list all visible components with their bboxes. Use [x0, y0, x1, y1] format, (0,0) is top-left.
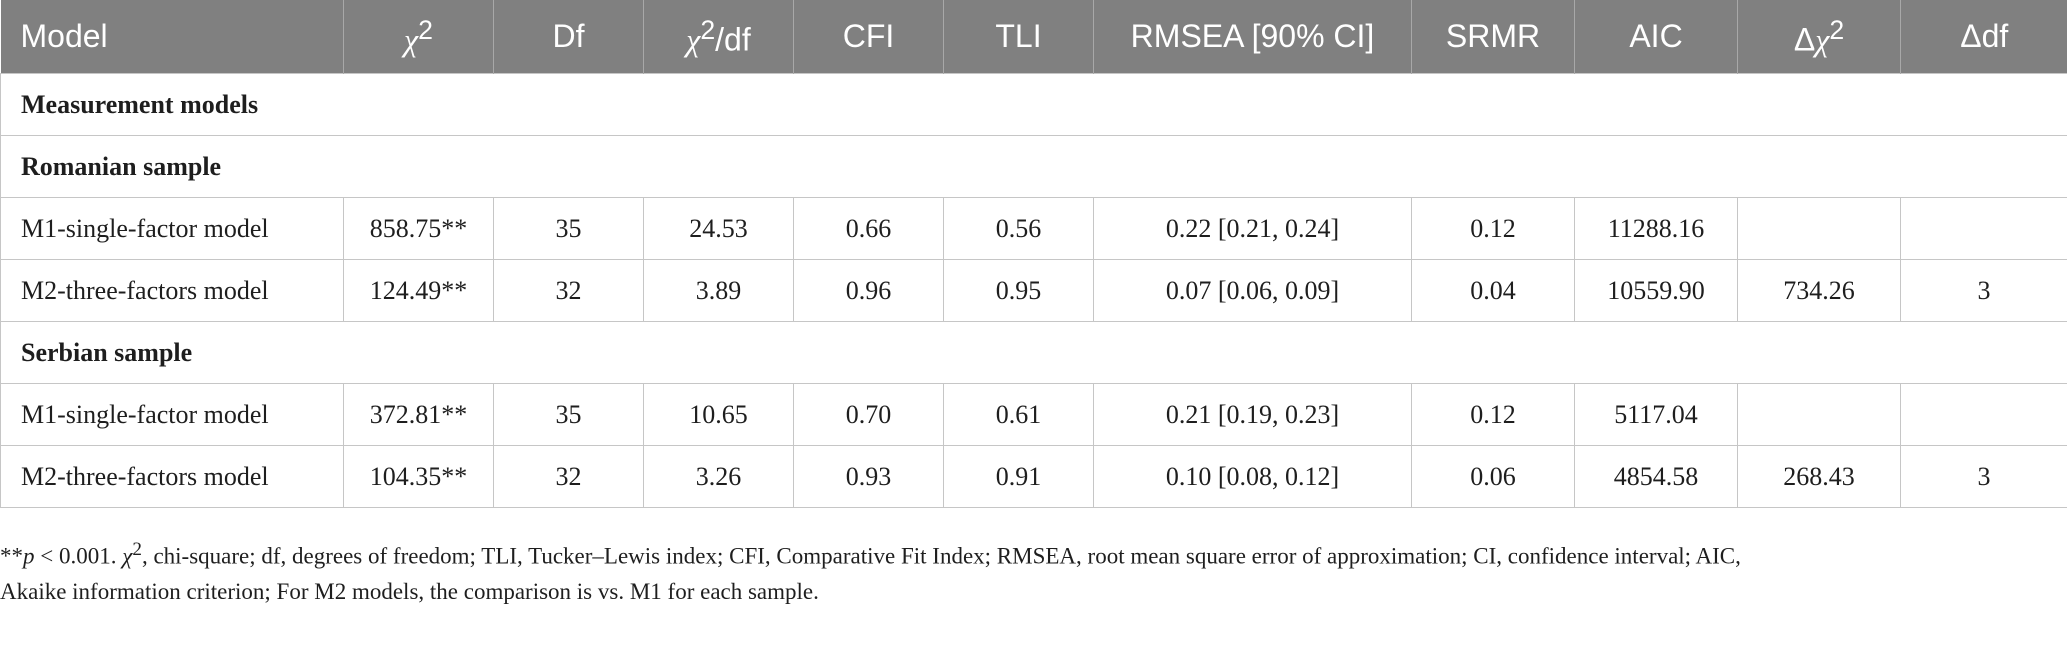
- cell-model: M1-single-factor model: [0, 197, 344, 260]
- section-label: Romanian sample: [0, 135, 2067, 198]
- cell-aic: 10559.90: [1574, 259, 1738, 322]
- table-row: M2-three-factors model 124.49** 32 3.89 …: [0, 259, 2067, 322]
- cell-delta-chi2: [1737, 383, 1901, 446]
- chi-sup: 2: [700, 14, 716, 45]
- cell-rmsea: 0.07 [0.06, 0.09]: [1093, 259, 1412, 322]
- header-row: Model χ2 Df χ2/df CFI TLI RMSEA [90% CI]…: [0, 0, 2067, 74]
- col-aic: AIC: [1574, 0, 1738, 74]
- cell-aic: 11288.16: [1574, 197, 1738, 260]
- cell-aic: 4854.58: [1574, 445, 1738, 508]
- cell-chi2: 858.75**: [343, 197, 494, 260]
- cell-delta-df: 3: [1900, 259, 2067, 322]
- section-row-serbian: Serbian sample: [0, 321, 2067, 384]
- fit-indices-table: Model χ2 Df χ2/df CFI TLI RMSEA [90% CI]…: [0, 0, 2067, 508]
- cell-chi2df: 3.89: [643, 259, 794, 322]
- cell-delta-df: 3: [1900, 445, 2067, 508]
- cell-model: M2-three-factors model: [0, 259, 344, 322]
- col-rmsea: RMSEA [90% CI]: [1093, 0, 1412, 74]
- cell-delta-df: [1900, 197, 2067, 260]
- cell-rmsea: 0.10 [0.08, 0.12]: [1093, 445, 1412, 508]
- footnote-line-1: **p < 0.001. χ2, chi-square; df, degrees…: [0, 532, 2040, 574]
- cell-delta-chi2: [1737, 197, 1901, 260]
- cell-chi2: 124.49**: [343, 259, 494, 322]
- footnote-text-1: , chi-square; df, degrees of freedom; TL…: [141, 543, 1741, 569]
- cell-tli: 0.61: [943, 383, 1094, 446]
- chi-symbol: χ: [1815, 21, 1830, 58]
- cell-cfi: 0.66: [793, 197, 944, 260]
- col-model: Model: [0, 0, 344, 74]
- chi-symbol: χ: [122, 543, 133, 569]
- chi-symbol: χ: [686, 21, 701, 58]
- cell-model: M2-three-factors model: [0, 445, 344, 508]
- cell-delta-chi2: 734.26: [1737, 259, 1901, 322]
- col-cfi: CFI: [793, 0, 944, 74]
- footnote-p: p: [23, 543, 35, 569]
- table-row: M2-three-factors model 104.35** 32 3.26 …: [0, 445, 2067, 508]
- footnote-stars: **: [0, 543, 23, 569]
- section-label: Measurement models: [0, 73, 2067, 136]
- chi-symbol: χ: [404, 21, 419, 58]
- cell-cfi: 0.70: [793, 383, 944, 446]
- table-row: M1-single-factor model 372.81** 35 10.65…: [0, 383, 2067, 446]
- cell-aic: 5117.04: [1574, 383, 1738, 446]
- col-srmr: SRMR: [1411, 0, 1575, 74]
- cell-df: 35: [493, 383, 644, 446]
- cell-cfi: 0.93: [793, 445, 944, 508]
- footnote-line-2: Akaike information criterion; For M2 mod…: [0, 578, 819, 604]
- col-delta-chi2: Δχ2: [1737, 0, 1901, 74]
- section-row-romanian: Romanian sample: [0, 135, 2067, 198]
- cell-chi2: 372.81**: [343, 383, 494, 446]
- table-row: M1-single-factor model 858.75** 35 24.53…: [0, 197, 2067, 260]
- cell-rmsea: 0.22 [0.21, 0.24]: [1093, 197, 1412, 260]
- cell-tli: 0.91: [943, 445, 1094, 508]
- col-delta-df: Δdf: [1900, 0, 2067, 74]
- cell-tli: 0.95: [943, 259, 1094, 322]
- chi-sup: 2: [1829, 14, 1845, 45]
- cell-chi2: 104.35**: [343, 445, 494, 508]
- footnote-p-rest: < 0.001.: [34, 543, 123, 569]
- cell-srmr: 0.12: [1411, 197, 1575, 260]
- cell-cfi: 0.96: [793, 259, 944, 322]
- cell-model: M1-single-factor model: [0, 383, 344, 446]
- cell-df: 35: [493, 197, 644, 260]
- section-row-measurement: Measurement models: [0, 73, 2067, 136]
- col-tli: TLI: [943, 0, 1094, 74]
- cell-chi2df: 24.53: [643, 197, 794, 260]
- col-chi2-df: χ2/df: [643, 0, 794, 74]
- cell-delta-df: [1900, 383, 2067, 446]
- cell-rmsea: 0.21 [0.19, 0.23]: [1093, 383, 1412, 446]
- cell-df: 32: [493, 445, 644, 508]
- cell-srmr: 0.06: [1411, 445, 1575, 508]
- cell-srmr: 0.12: [1411, 383, 1575, 446]
- cell-df: 32: [493, 259, 644, 322]
- col-chi2: χ2: [343, 0, 494, 74]
- chi-sup: 2: [132, 539, 142, 560]
- table-footnote: **p < 0.001. χ2, chi-square; df, degrees…: [0, 532, 2040, 609]
- col-df: Df: [493, 0, 644, 74]
- chi2df-rest: /df: [715, 21, 751, 58]
- chi-sup: 2: [418, 14, 433, 45]
- cell-srmr: 0.04: [1411, 259, 1575, 322]
- cell-delta-chi2: 268.43: [1737, 445, 1901, 508]
- cell-tli: 0.56: [943, 197, 1094, 260]
- cell-chi2df: 10.65: [643, 383, 794, 446]
- cell-chi2df: 3.26: [643, 445, 794, 508]
- section-label: Serbian sample: [0, 321, 2067, 384]
- delta-symbol: Δ: [1793, 21, 1816, 58]
